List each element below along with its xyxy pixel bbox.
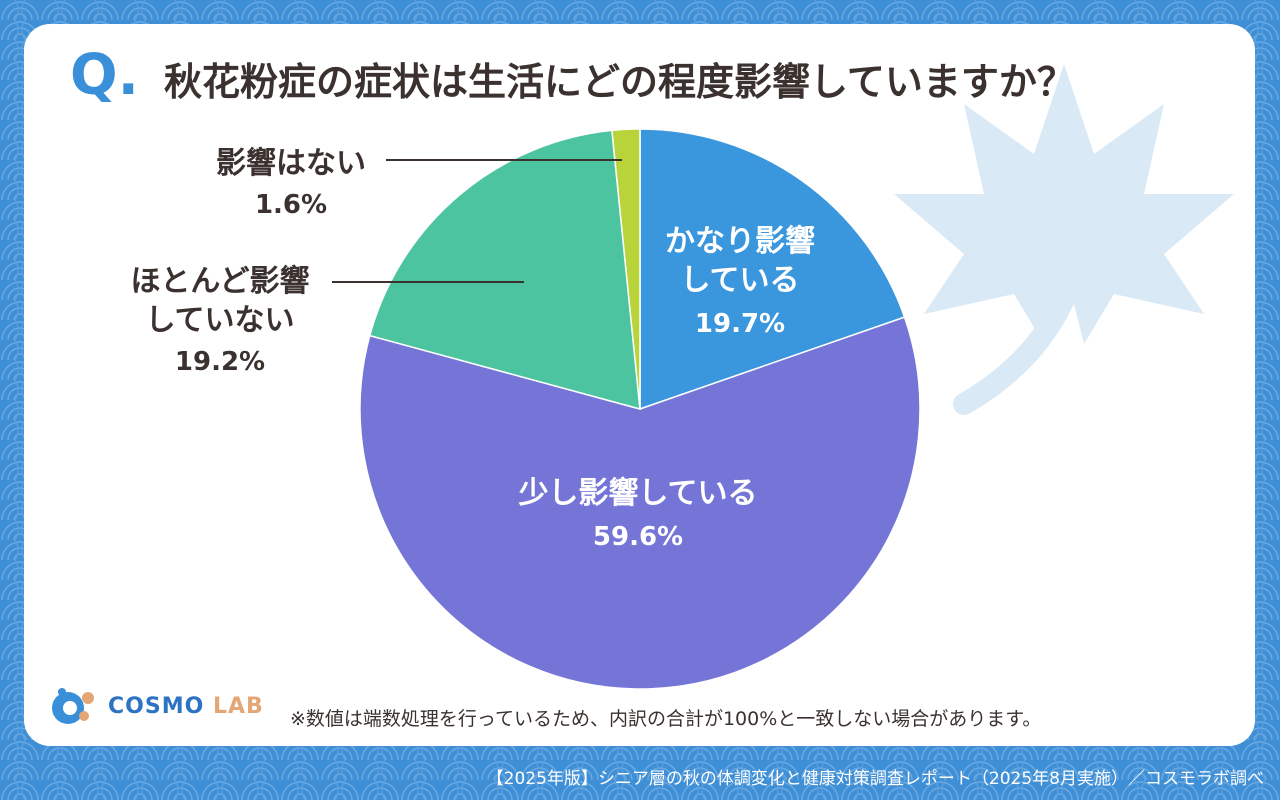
label-little-line2: していない (145, 303, 295, 338)
pie-slice-much (639, 128, 906, 411)
pie-slice-none (611, 128, 641, 410)
pie-slice-little (368, 129, 641, 411)
label-little-pct: 19.2% (174, 347, 266, 377)
label-much-line1: かなり影響 (665, 224, 815, 259)
rounding-note: ※数値は端数処理を行っているため、内訳の合計が100%と一致しない場合があります… (290, 708, 1042, 730)
logo-text: COSMO LAB (108, 694, 264, 719)
label-some-pct: 59.6% (592, 522, 684, 552)
cosmo-lab-logo: COSMO LAB (48, 686, 264, 726)
label-little-line1: ほとんど影響 (130, 264, 310, 299)
label-some: 少し影響している 59.6% (488, 474, 788, 555)
label-none: 影響はない 1.6% (196, 144, 386, 223)
chart-title: 秋花粉症の症状は生活にどの程度影響していますか？ (164, 60, 1075, 104)
label-some-line1: 少し影響している (518, 476, 758, 511)
label-none-pct: 1.6% (254, 190, 328, 220)
logo-icon (52, 688, 94, 724)
maple-leaf-icon (894, 64, 1234, 415)
label-little: ほとんど影響 していない 19.2% (100, 262, 340, 380)
label-none-line1: 影響はない (216, 146, 366, 181)
footer-credit: 【2025年版】シニア層の秋の体調変化と健康対策調査レポート（2025年8月実施… (486, 769, 1264, 789)
logo-main: COSMO (108, 693, 205, 719)
question-mark-label: Q. (70, 43, 139, 108)
logo-sub: LAB (212, 693, 264, 719)
label-much-line2: している (680, 263, 800, 298)
pie-slice-some (359, 316, 921, 690)
label-much-pct: 19.7% (694, 309, 786, 339)
label-much: かなり影響 している 19.7% (640, 222, 840, 342)
